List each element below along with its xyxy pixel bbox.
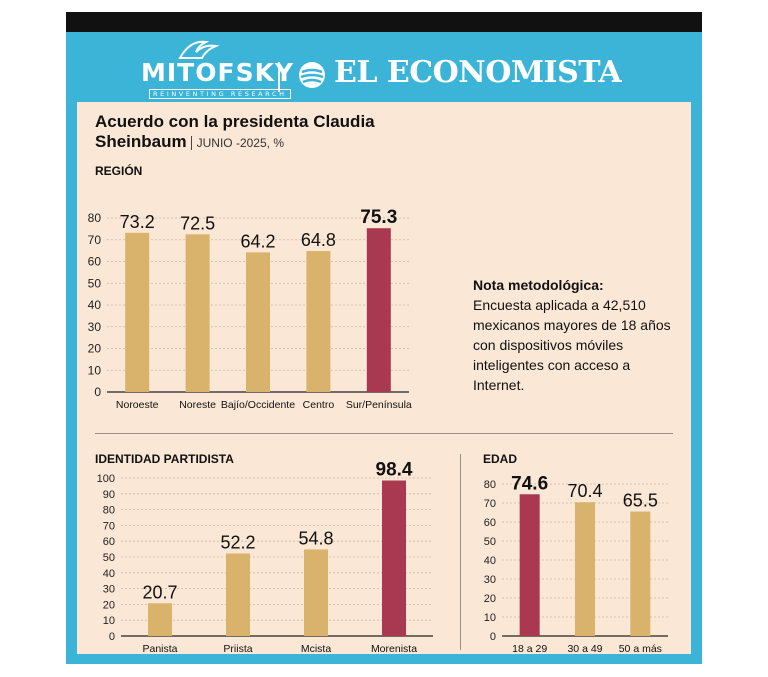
x-tick-label: Bajío/Occidente	[221, 399, 295, 411]
y-tick-label: 80	[103, 505, 115, 517]
bar-30-a-49	[575, 502, 595, 636]
bar-noroeste	[125, 232, 150, 392]
y-tick-label: 0	[490, 631, 496, 643]
chart-party: 0 10 20 30 40 50 60 70 80 90 100 20.7 Panista 52.2 Pri…	[97, 460, 433, 654]
y-tick-label: 70	[88, 233, 102, 247]
bar-panista	[148, 603, 172, 636]
data-label: 98.4	[376, 460, 413, 481]
y-tick-label: 80	[484, 479, 496, 491]
section-label-party: IDENTIDAD PARTIDISTA	[95, 452, 234, 466]
x-tick-label: Noroeste	[116, 399, 159, 411]
bar-priista	[226, 553, 250, 636]
x-tick-label: Noreste	[179, 399, 216, 411]
globe-logo-icon	[299, 62, 325, 88]
chart-title: Acuerdo con la presidenta Claudia	[95, 112, 375, 131]
vertical-divider	[460, 454, 461, 650]
y-tick-label: 0	[94, 385, 101, 399]
data-label: 75.3	[360, 207, 397, 228]
x-tick-label: 50 a más	[619, 643, 662, 654]
x-tick-label: Sur/Península	[346, 399, 412, 411]
y-tick-label: 30	[484, 574, 496, 586]
chart-age: 0 10 20 30 40 50 60 70 80 74.6 18 a 29 70.4 30 a 49 6…	[484, 473, 668, 654]
y-tick-label: 80	[88, 211, 102, 225]
x-tick-label: 30 a 49	[567, 643, 602, 654]
y-tick-label: 50	[103, 552, 115, 564]
top-bar	[66, 12, 702, 32]
y-tick-label: 10	[484, 612, 496, 624]
x-tick-label: Morenista	[371, 643, 417, 654]
y-tick-label: 10	[103, 615, 115, 627]
y-tick-label: 50	[88, 276, 102, 290]
y-tick-label: 40	[88, 298, 102, 312]
bar-noreste	[185, 234, 210, 392]
bar-morenista	[382, 480, 406, 636]
chart-region: 0 10 20 30 40 50 60 70 80 73.2 Noroeste 72.5 Noreste…	[88, 207, 412, 411]
bar-centro	[306, 251, 331, 392]
y-tick-label: 40	[484, 555, 496, 567]
data-label: 72.5	[180, 213, 215, 233]
bar-mcista	[304, 549, 328, 636]
y-tick-label: 50	[484, 536, 496, 548]
brand-mitofsky: MITOFSKY	[141, 58, 295, 87]
y-tick-label: 100	[97, 473, 115, 485]
section-label-age: EDAD	[483, 452, 518, 466]
bird-logo-icon	[178, 40, 220, 59]
data-label: 65.5	[623, 491, 658, 511]
bar-baj-o-occidente	[246, 252, 270, 392]
y-tick-label: 30	[88, 320, 102, 334]
y-tick-label: 20	[103, 599, 115, 611]
y-tick-label: 60	[484, 517, 496, 529]
y-tick-label: 0	[109, 631, 115, 643]
y-tick-label: 60	[88, 255, 102, 269]
infographic-frame: MITOFSKY REINVENTING RESEARCH EL ECONOMI…	[66, 32, 702, 664]
bar-sur-pen-nsula	[366, 228, 391, 392]
x-tick-label: Centro	[303, 399, 335, 411]
data-label: 20.7	[142, 582, 177, 602]
y-tick-label: 20	[484, 593, 496, 605]
chart-title-continued: Sheinbaum	[95, 132, 187, 151]
y-tick-label: 70	[103, 520, 115, 532]
data-label: 64.2	[240, 231, 275, 251]
bar-50-a-m-s	[630, 511, 651, 636]
note-heading: Nota metodológica:	[473, 277, 604, 293]
note-body: Encuesta aplicada a 42,510 mexicanos may…	[473, 297, 671, 393]
data-label: 52.2	[220, 533, 255, 553]
y-tick-label: 10	[88, 363, 102, 377]
content-panel: Acuerdo con la presidenta Claudia Sheinb…	[77, 102, 691, 654]
x-tick-label: Panista	[142, 643, 177, 654]
y-tick-label: 60	[103, 536, 115, 548]
data-label: 70.4	[567, 481, 602, 501]
section-label-region: REGIÓN	[95, 164, 143, 178]
chart-subtitle: JUNIO -2025, %	[190, 136, 284, 150]
data-label: 73.2	[120, 212, 155, 232]
y-tick-label: 40	[103, 568, 115, 580]
data-label: 64.8	[301, 230, 336, 250]
brand-mitofsky-tagline: REINVENTING RESEARCH	[149, 89, 291, 99]
title-line-2: Sheinbaum JUNIO -2025, %	[95, 132, 284, 152]
x-tick-label: 18 a 29	[512, 643, 547, 654]
y-tick-label: 20	[88, 342, 102, 356]
x-tick-label: Priista	[223, 643, 252, 654]
brand-el-economista: EL ECONOMISTA	[334, 55, 622, 90]
masthead: MITOFSKY REINVENTING RESEARCH EL ECONOMI…	[66, 32, 702, 102]
x-tick-label: Mcista	[301, 643, 331, 654]
masthead-divider	[278, 62, 280, 92]
methodology-note: Nota metodológica: Encuesta aplicada a 4…	[473, 275, 678, 395]
data-label: 74.6	[511, 473, 548, 494]
y-tick-label: 30	[103, 584, 115, 596]
bar-18-a-29	[519, 494, 540, 636]
y-tick-label: 70	[484, 498, 496, 510]
data-label: 54.8	[298, 528, 333, 548]
horizontal-divider	[95, 433, 673, 434]
y-tick-label: 90	[103, 489, 115, 501]
